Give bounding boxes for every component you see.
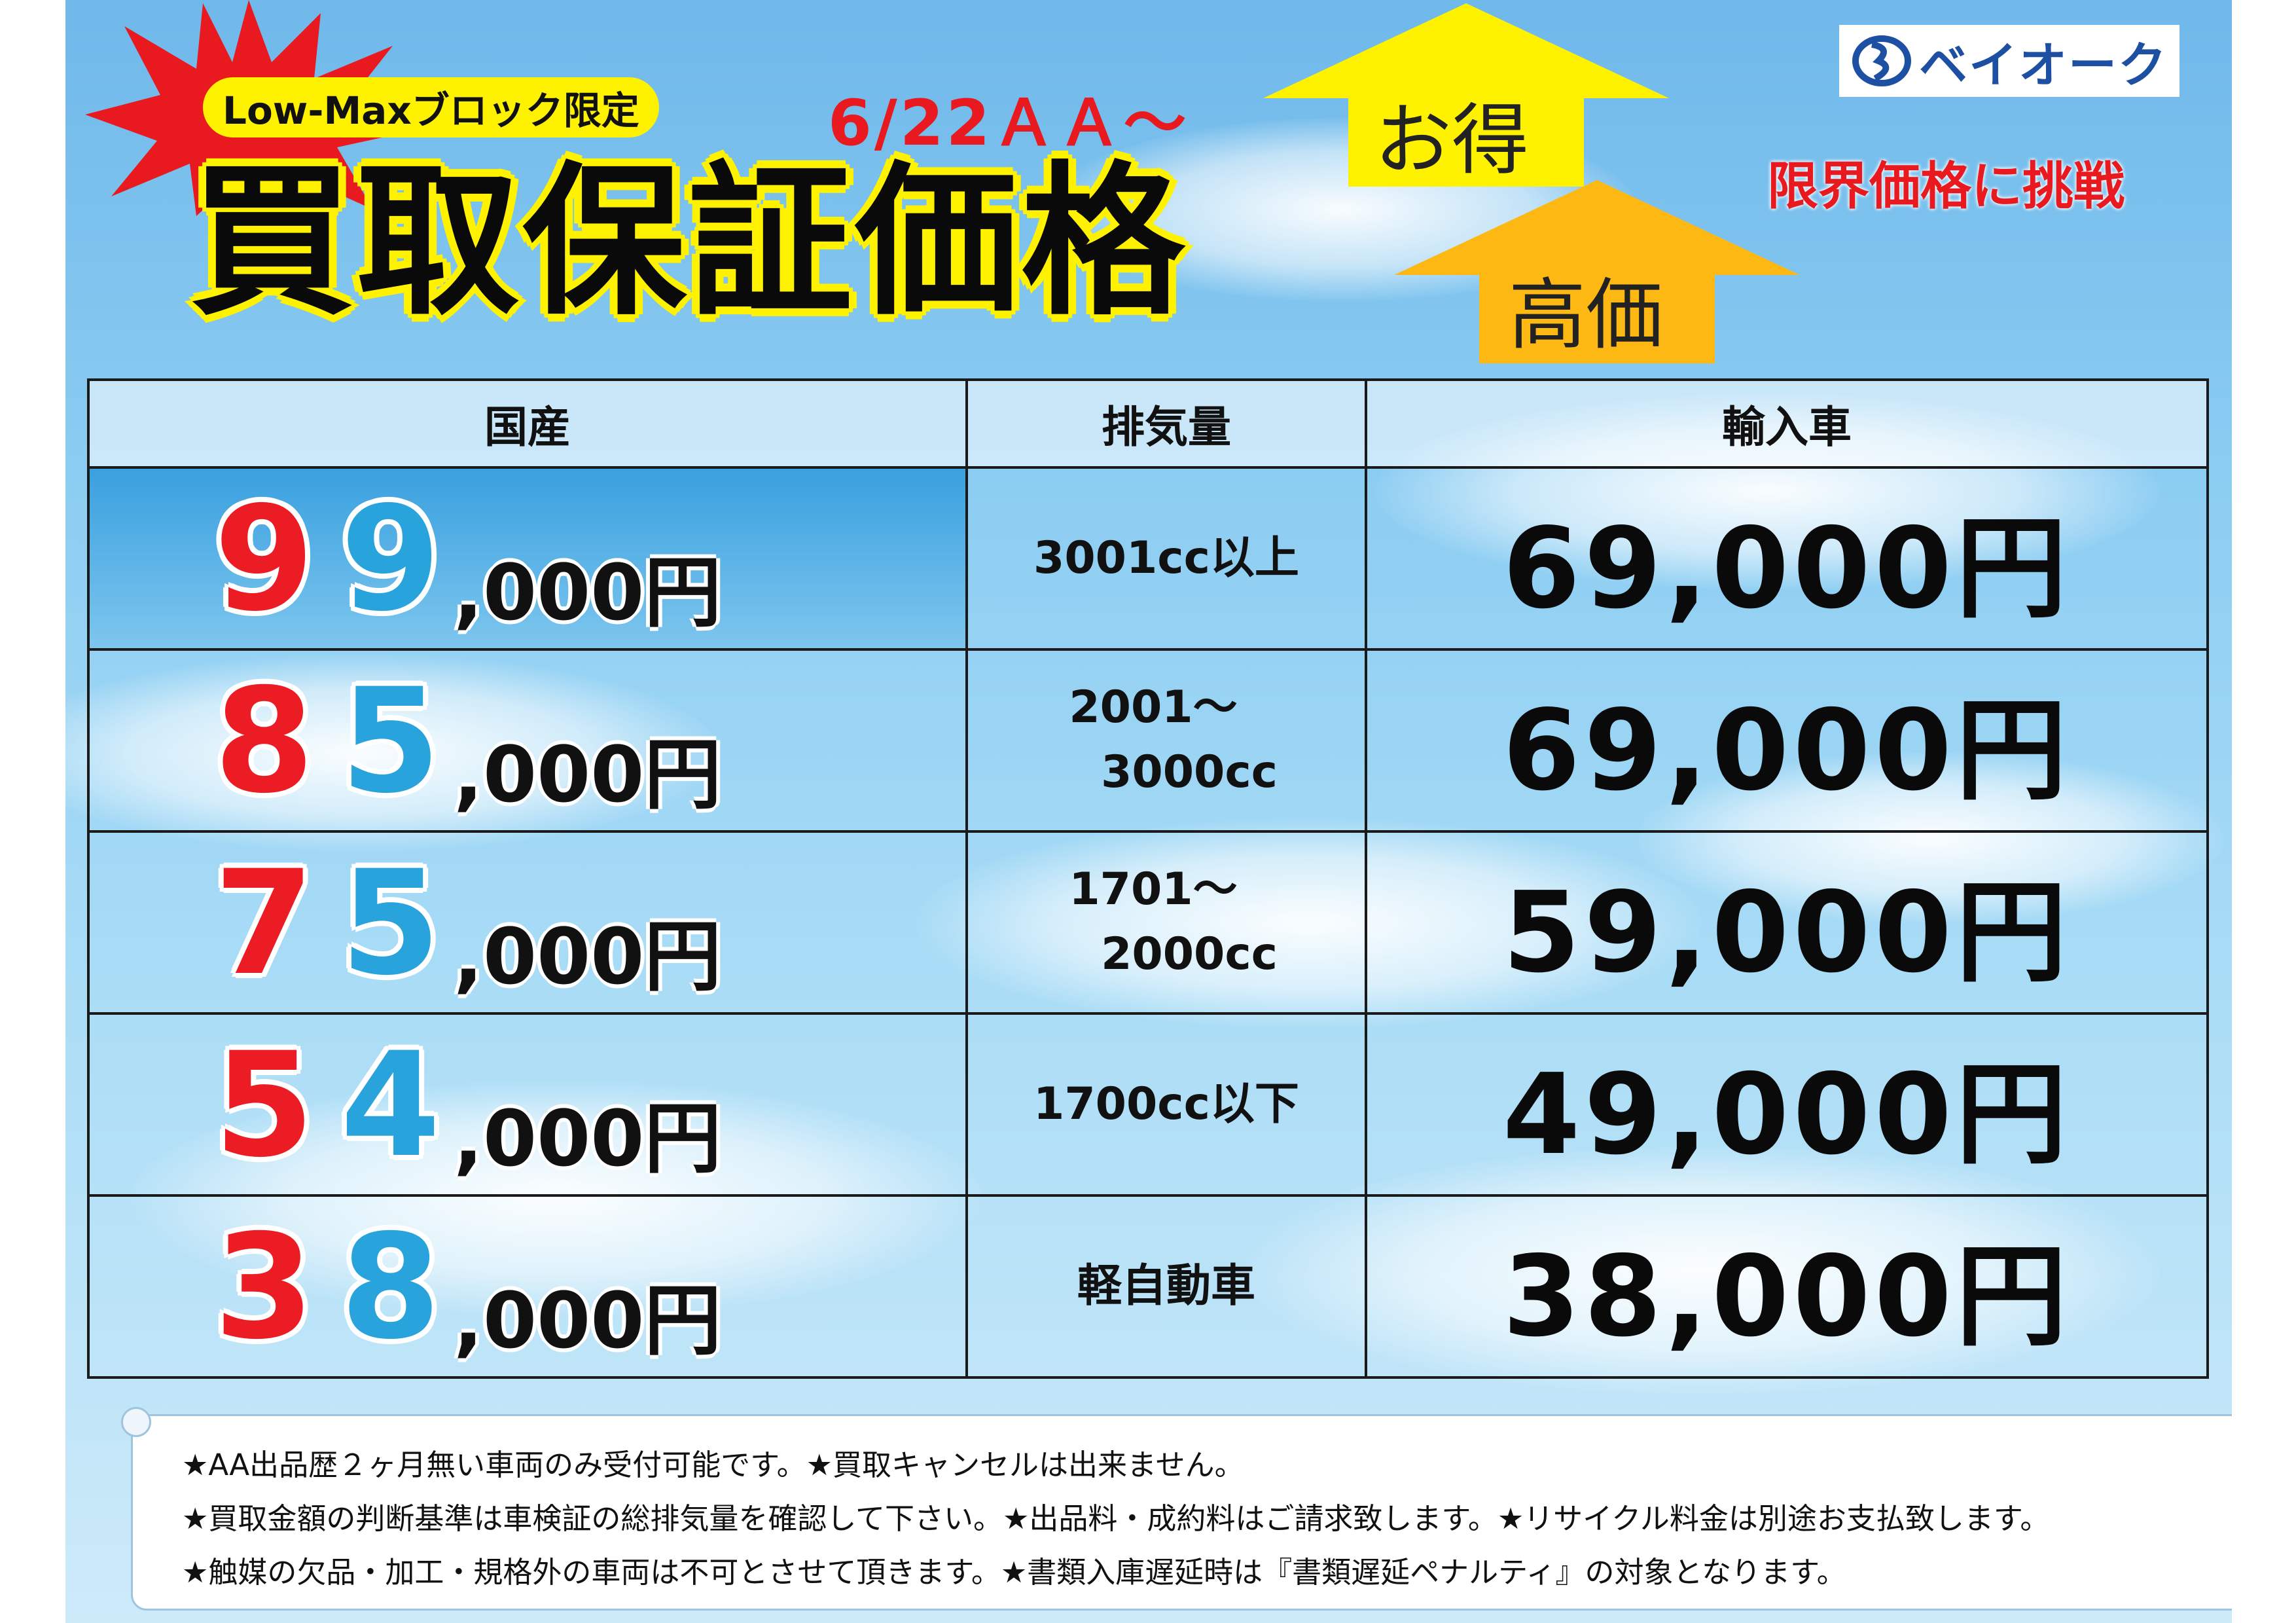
price-table: 国産 排気量 輸入車 9 9,000円 3001cc以上 69,000円 8 5,0…: [87, 378, 2209, 1379]
displacement: 2001～ 3000cc: [965, 648, 1367, 833]
table-row: 8 5,000円 2001～ 3000cc 69,000円: [87, 648, 2209, 833]
displacement-line-2: 3000cc: [1101, 746, 1278, 798]
notes-panel: ★AA出品歴２ヶ月無い車両のみ受付可能です。★買取キャンセルは出来ません。 ★買…: [121, 1407, 2232, 1611]
table-row: 5 4,000円 1700cc以下 49,000円: [87, 1012, 2209, 1197]
domestic-price: 9 9,000円: [87, 466, 968, 651]
price-digit-blue: 5: [340, 839, 441, 1007]
displacement-label: 3001cc以上: [1033, 532, 1299, 584]
header-imported: 輸入車: [1365, 378, 2209, 469]
price-digit-red: 8: [214, 657, 315, 825]
displacement: 軽自動車: [965, 1194, 1367, 1379]
date-label: 6/22ＡＡ～: [828, 86, 1189, 160]
domestic-price: 8 5,000円: [87, 648, 968, 833]
up-arrow-icon: [1394, 180, 1800, 363]
import-price: 59,000円: [1365, 830, 2209, 1015]
import-price: 69,000円: [1365, 466, 2209, 651]
poster: Low-Maxブロック限定 6/22ＡＡ～ 買取保証価格 お得 高価 ベイオーク…: [65, 0, 2232, 1623]
displacement-line-2: 2000cc: [1101, 928, 1278, 980]
block-limited-badge: Low-Maxブロック限定: [203, 77, 659, 137]
import-price: 49,000円: [1365, 1012, 2209, 1197]
domestic-price: 7 5,000円: [87, 830, 968, 1015]
table-row: 7 5,000円 1701～ 2000cc 59,000円: [87, 830, 2209, 1015]
import-price: 69,000円: [1365, 648, 2209, 833]
price-digit-red: 7: [214, 839, 315, 1007]
price-digit-red: 5: [214, 1021, 315, 1189]
price-suffix: ,000円: [454, 1093, 722, 1184]
domestic-price: 3 8,000円: [87, 1194, 968, 1379]
displacement-label: 軽自動車: [1077, 1260, 1255, 1312]
logo-mark-icon: [1852, 35, 1911, 86]
price-suffix: ,000円: [454, 547, 722, 638]
displacement-line-1: 1701～: [1069, 864, 1238, 916]
note-line: ★買取金額の判断基準は車検証の総排気量を確認して下さい。★出品料・成約料はご請求…: [182, 1501, 2050, 1536]
price-digit-blue: 9: [340, 475, 441, 643]
price-suffix: ,000円: [454, 1275, 722, 1366]
table-row: 3 8,000円 軽自動車 38,000円: [87, 1194, 2209, 1379]
header-displacement: 排気量: [965, 378, 1367, 469]
logo-text: ベイオーク: [1919, 37, 2168, 94]
price-digit-blue: 4: [340, 1021, 441, 1189]
import-price: 38,000円: [1365, 1194, 2209, 1379]
displacement-line-1: 2001～: [1069, 682, 1238, 734]
price-suffix: ,000円: [454, 729, 722, 820]
price-digit-red: 3: [214, 1203, 315, 1371]
note-line: ★AA出品歴２ヶ月無い車両のみ受付可能です。★買取キャンセルは出来ません。: [182, 1448, 1244, 1482]
table-row: 9 9,000円 3001cc以上 69,000円: [87, 466, 2209, 651]
arrow-bottom-label: 高価: [1509, 270, 1664, 360]
displacement: 3001cc以上: [965, 466, 1367, 651]
price-digit-blue: 5: [340, 657, 441, 825]
price-digit-red: 9: [214, 475, 315, 643]
displacement: 1700cc以下: [965, 1012, 1367, 1197]
arrow-top-label: お得: [1374, 95, 1530, 185]
price-digit-blue: 8: [340, 1203, 441, 1371]
slogan: 限界価格に挑戦: [1767, 157, 2125, 216]
domestic-price: 5 4,000円: [87, 1012, 968, 1197]
note-line: ★触媒の欠品・加工・規格外の車両は不可とさせて頂きます。★書類入庫遅延時は『書類…: [182, 1555, 1846, 1590]
page-title: 買取保証価格: [190, 147, 1187, 337]
up-arrow-icon: [1263, 3, 1669, 187]
price-suffix: ,000円: [454, 911, 722, 1002]
displacement: 1701～ 2000cc: [965, 830, 1367, 1015]
displacement-label: 1700cc以下: [1033, 1078, 1299, 1130]
table-header-row: 国産 排気量 輸入車: [87, 378, 2209, 469]
header-domestic: 国産: [87, 378, 968, 469]
company-logo: ベイオーク: [1839, 25, 2179, 97]
scroll-curl-icon: [121, 1407, 151, 1437]
